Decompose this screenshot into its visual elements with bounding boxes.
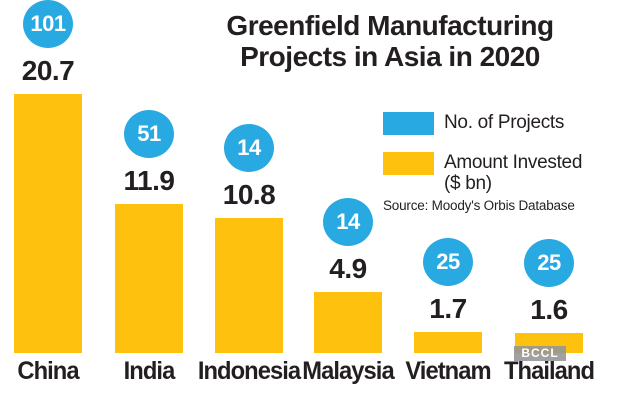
amount-value-label-china: 20.7 <box>21 55 75 86</box>
chart-column-vietnam: 25 1.7 <box>398 238 498 353</box>
legend-label-amount-line2: ($ bn) <box>444 173 492 194</box>
category-label-malaysia: Malaysia <box>302 357 394 385</box>
chart-column-indonesia: 14 10.8 <box>199 124 299 353</box>
category-label-vietnam: Vietnam <box>405 357 491 385</box>
amount-bar-china <box>14 94 82 353</box>
legend-label-amount: Amount Invested ($ bn) <box>444 152 582 194</box>
projects-count-badge-malaysia: 14 <box>323 198 373 246</box>
amount-value-label-malaysia: 4.9 <box>329 253 367 284</box>
amount-value-label-indonesia: 10.8 <box>222 179 276 210</box>
chart-column-india: 51 11.9 <box>99 110 199 353</box>
amount-bar-indonesia <box>215 218 283 353</box>
chart-title: Greenfield Manufacturing Projects in Asi… <box>170 10 610 72</box>
category-label-thailand: Thailand <box>503 357 595 385</box>
chart-title-line2: Projects in Asia in 2020 <box>240 41 540 72</box>
chart-column-thailand: 25 1.6 <box>499 239 599 353</box>
legend-swatch-projects <box>383 112 434 135</box>
legend-swatch-amount <box>383 152 434 175</box>
chart-title-line1: Greenfield Manufacturing <box>226 10 554 41</box>
legend-item-amount: Amount Invested ($ bn) <box>383 152 582 194</box>
chart-column-china: 101 20.7 <box>0 0 98 353</box>
amount-value-label-vietnam: 1.7 <box>429 293 467 324</box>
category-label-india: India <box>123 357 176 385</box>
projects-count-badge-india: 51 <box>124 110 174 158</box>
legend-item-projects: No. of Projects <box>383 112 582 135</box>
projects-count-badge-thailand: 25 <box>524 239 574 287</box>
projects-count-badge-vietnam: 25 <box>423 238 473 286</box>
projects-count-badge-indonesia: 14 <box>224 124 274 172</box>
legend: No. of Projects Amount Invested ($ bn) <box>383 112 582 211</box>
legend-label-amount-line1: Amount Invested <box>444 152 583 173</box>
chart-column-malaysia: 14 4.9 <box>298 198 398 353</box>
category-label-china: China <box>17 357 79 385</box>
legend-label-projects: No. of Projects <box>444 112 565 133</box>
amount-bar-india <box>115 204 183 353</box>
projects-count-badge-china: 101 <box>23 0 73 48</box>
bccl-watermark: BCCL <box>514 346 566 361</box>
category-label-indonesia: Indonesia <box>197 357 301 385</box>
amount-value-label-thailand: 1.6 <box>530 294 568 325</box>
amount-bar-malaysia <box>314 292 382 353</box>
amount-bar-vietnam <box>414 332 482 353</box>
source-note: Source: Moody's Orbis Database <box>383 198 575 213</box>
amount-value-label-india: 11.9 <box>123 165 175 196</box>
